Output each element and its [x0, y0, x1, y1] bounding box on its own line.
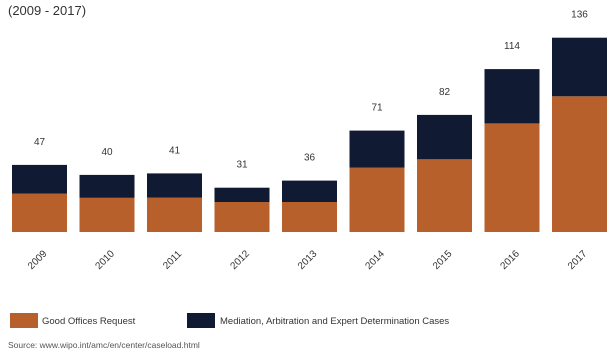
- x-tick-2009: 2009: [26, 248, 50, 272]
- bar-2010-good-offices: [79, 197, 135, 232]
- x-axis-tick-labels: 2009 2010 2011 2012 2013 2014 2015 2016 2017: [26, 248, 590, 272]
- total-labels-group: 47 40 41 31 36 71 82 114 136: [34, 10, 588, 171]
- total-label-2011: 41: [169, 145, 181, 156]
- legend-swatch-mediation: [187, 313, 215, 328]
- x-tick-2015: 2015: [431, 248, 455, 272]
- bar-2013-good-offices: [282, 202, 337, 232]
- total-label-2016: 114: [504, 41, 520, 52]
- bar-2010-mediation: [79, 174, 135, 198]
- bar-2011-good-offices: [147, 197, 202, 232]
- source-note: Source: www.wipo.int/amc/en/center/casel…: [8, 340, 200, 350]
- bar-2012-mediation: [214, 187, 270, 202]
- bar-2013-mediation: [282, 180, 337, 202]
- bar-2011-mediation: [147, 173, 202, 198]
- legend-label-mediation: Mediation, Arbitration and Expert Determ…: [220, 316, 449, 327]
- legend: Good Offices Request Mediation, Arbitrat…: [10, 313, 449, 328]
- bar-2017-mediation: [552, 37, 607, 97]
- total-label-2012: 31: [236, 160, 248, 171]
- bar-2009-mediation: [12, 164, 67, 194]
- chart-subtitle: (2009 - 2017): [8, 3, 86, 18]
- bar-2016-mediation: [484, 69, 540, 124]
- total-label-2010: 40: [101, 147, 113, 158]
- total-label-2009: 47: [34, 137, 46, 148]
- bar-2012-good-offices: [214, 202, 270, 232]
- bar-2016-good-offices: [484, 123, 540, 232]
- x-tick-2010: 2010: [93, 248, 117, 272]
- x-tick-2014: 2014: [363, 248, 387, 272]
- x-tick-2012: 2012: [228, 248, 252, 272]
- bars-group: [12, 37, 607, 232]
- x-tick-2013: 2013: [296, 248, 320, 272]
- legend-swatch-good-offices: [10, 313, 38, 328]
- bar-2014-mediation: [349, 130, 405, 168]
- bar-2009-good-offices: [12, 193, 67, 232]
- x-tick-2017: 2017: [566, 248, 590, 272]
- total-label-2017: 136: [571, 10, 588, 21]
- total-label-2013: 36: [304, 153, 316, 164]
- bar-2015-good-offices: [417, 159, 472, 232]
- bar-2015-mediation: [417, 114, 472, 160]
- bar-2014-good-offices: [349, 167, 405, 232]
- x-tick-2011: 2011: [161, 248, 184, 271]
- x-tick-2016: 2016: [498, 248, 522, 272]
- total-label-2015: 82: [439, 87, 451, 98]
- bar-2017-good-offices: [552, 96, 607, 232]
- total-label-2014: 71: [371, 103, 383, 114]
- legend-label-good-offices: Good Offices Request: [42, 316, 136, 327]
